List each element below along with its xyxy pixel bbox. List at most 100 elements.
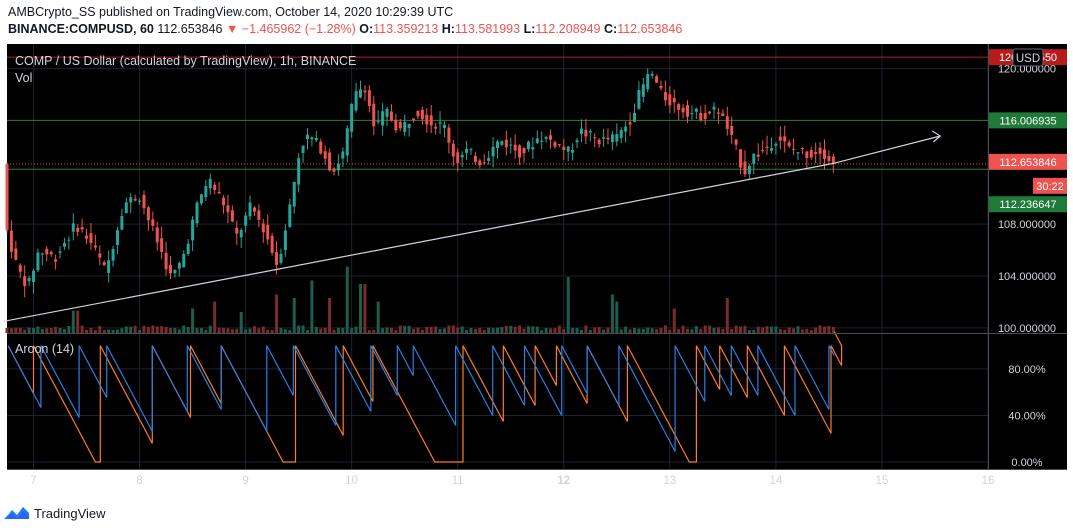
candle-body [469,149,473,151]
volume-bar [663,325,667,333]
candle-body [624,126,628,132]
candle-body [814,152,818,154]
price-label-box [989,153,1067,170]
volume-bar [694,326,698,333]
volume-bar [677,329,681,333]
aroon-axis[interactable]: 0.00% 40.00% 80.00% [1008,364,1046,469]
volume-bar [632,327,636,333]
volume-bar [588,330,592,333]
volume-bar [650,328,654,333]
volume-bar [686,328,690,333]
volume-bar [261,326,265,333]
candle-body [708,111,712,114]
candle-body [372,103,376,127]
volume-bar [301,325,305,333]
volume-bar [54,327,58,333]
volume-bar [239,312,243,333]
volume-bar [372,329,376,333]
volume-bar [593,327,597,333]
candle-body [275,252,279,265]
candle-body [138,200,142,202]
aroon-legend[interactable]: Aroon (14) [15,342,74,356]
candle-body [831,156,835,164]
main-legend-title[interactable]: COMP / US Dollar (calculated by TradingV… [15,54,356,68]
volume-bar [85,329,89,333]
candle-body [774,143,778,146]
volume-bar [186,326,190,333]
candle-body [9,230,13,252]
candle-body [584,129,588,137]
candle-body [40,253,44,255]
volume-bar [699,328,703,333]
volume-bar [98,325,102,333]
candle-body [632,112,636,122]
candle-body [783,136,787,142]
volume-bar [496,327,499,333]
candle-body [58,251,62,253]
symbol-name[interactable]: BINANCE:COMPUSD, 60 [8,22,154,36]
price-axis[interactable]: 100.000000 104.000000 108.000000 120.000000 [998,64,1056,335]
candle-body [672,97,676,103]
volume-bar [297,325,301,333]
candle-body [699,112,703,121]
volume-bar [89,327,93,333]
aroon-down-line [7,345,835,452]
candle-body [566,146,570,152]
candle-body [27,278,31,282]
candle-body [509,144,513,146]
candle-body [730,125,734,135]
volume-bar [513,326,517,333]
tradingview-footer[interactable]: TradingView [4,502,106,524]
candle-body [14,248,18,260]
candle-body [76,227,80,232]
candle-body [160,238,164,252]
candle-body [199,194,203,204]
volume-bar [23,329,27,333]
candle-body [151,219,155,226]
chart-area[interactable]: 100.000000 104.000000 108.000000 120.000000… [0,41,1073,496]
volume-bar [213,301,217,333]
candle-body [504,139,508,148]
volume-bar [765,326,769,333]
currency-button[interactable]: USD [1012,48,1044,67]
candle-body [36,252,40,271]
candle-body [460,154,464,158]
volume-bar [177,329,181,333]
volume-bar [491,328,495,333]
currency-label: USD [1016,53,1040,65]
volume-bar [199,327,203,333]
candle-body [257,210,261,220]
candle-body [792,148,796,150]
volume-bar [628,329,632,333]
volume-bar [619,329,623,333]
candle-body [716,112,720,114]
price-axis-tick-label: 104.000000 [998,271,1056,283]
candle-body [655,76,659,83]
candle-body [442,124,446,129]
candle-body [288,204,292,227]
volume-legend[interactable]: Vol [15,71,32,85]
candle-body [354,91,358,111]
candle-body [319,141,323,154]
trendline-arrow-head [931,130,942,143]
volume-bar [769,326,773,333]
time-axis[interactable]: 7 8 9 10 11 12 13 14 15 16 [30,475,994,487]
candle-body [89,233,93,244]
trendline-drawing[interactable] [3,130,942,322]
volume-bar [818,325,822,333]
volume-bar [425,326,429,333]
candle-body [663,92,667,101]
candle-body [297,158,301,185]
volume-bar [398,325,402,333]
candle-body [226,205,230,213]
volume-bar [244,329,248,333]
time-axis-tick-label: 14 [769,475,782,487]
volume-bar [169,328,172,333]
volume-bar [345,266,349,333]
candle-body [557,144,561,146]
volume-bar [235,328,239,333]
volume-bar [62,329,66,333]
volume-bar [279,327,283,333]
volume-bar [257,328,261,333]
price-label-box [989,196,1067,213]
